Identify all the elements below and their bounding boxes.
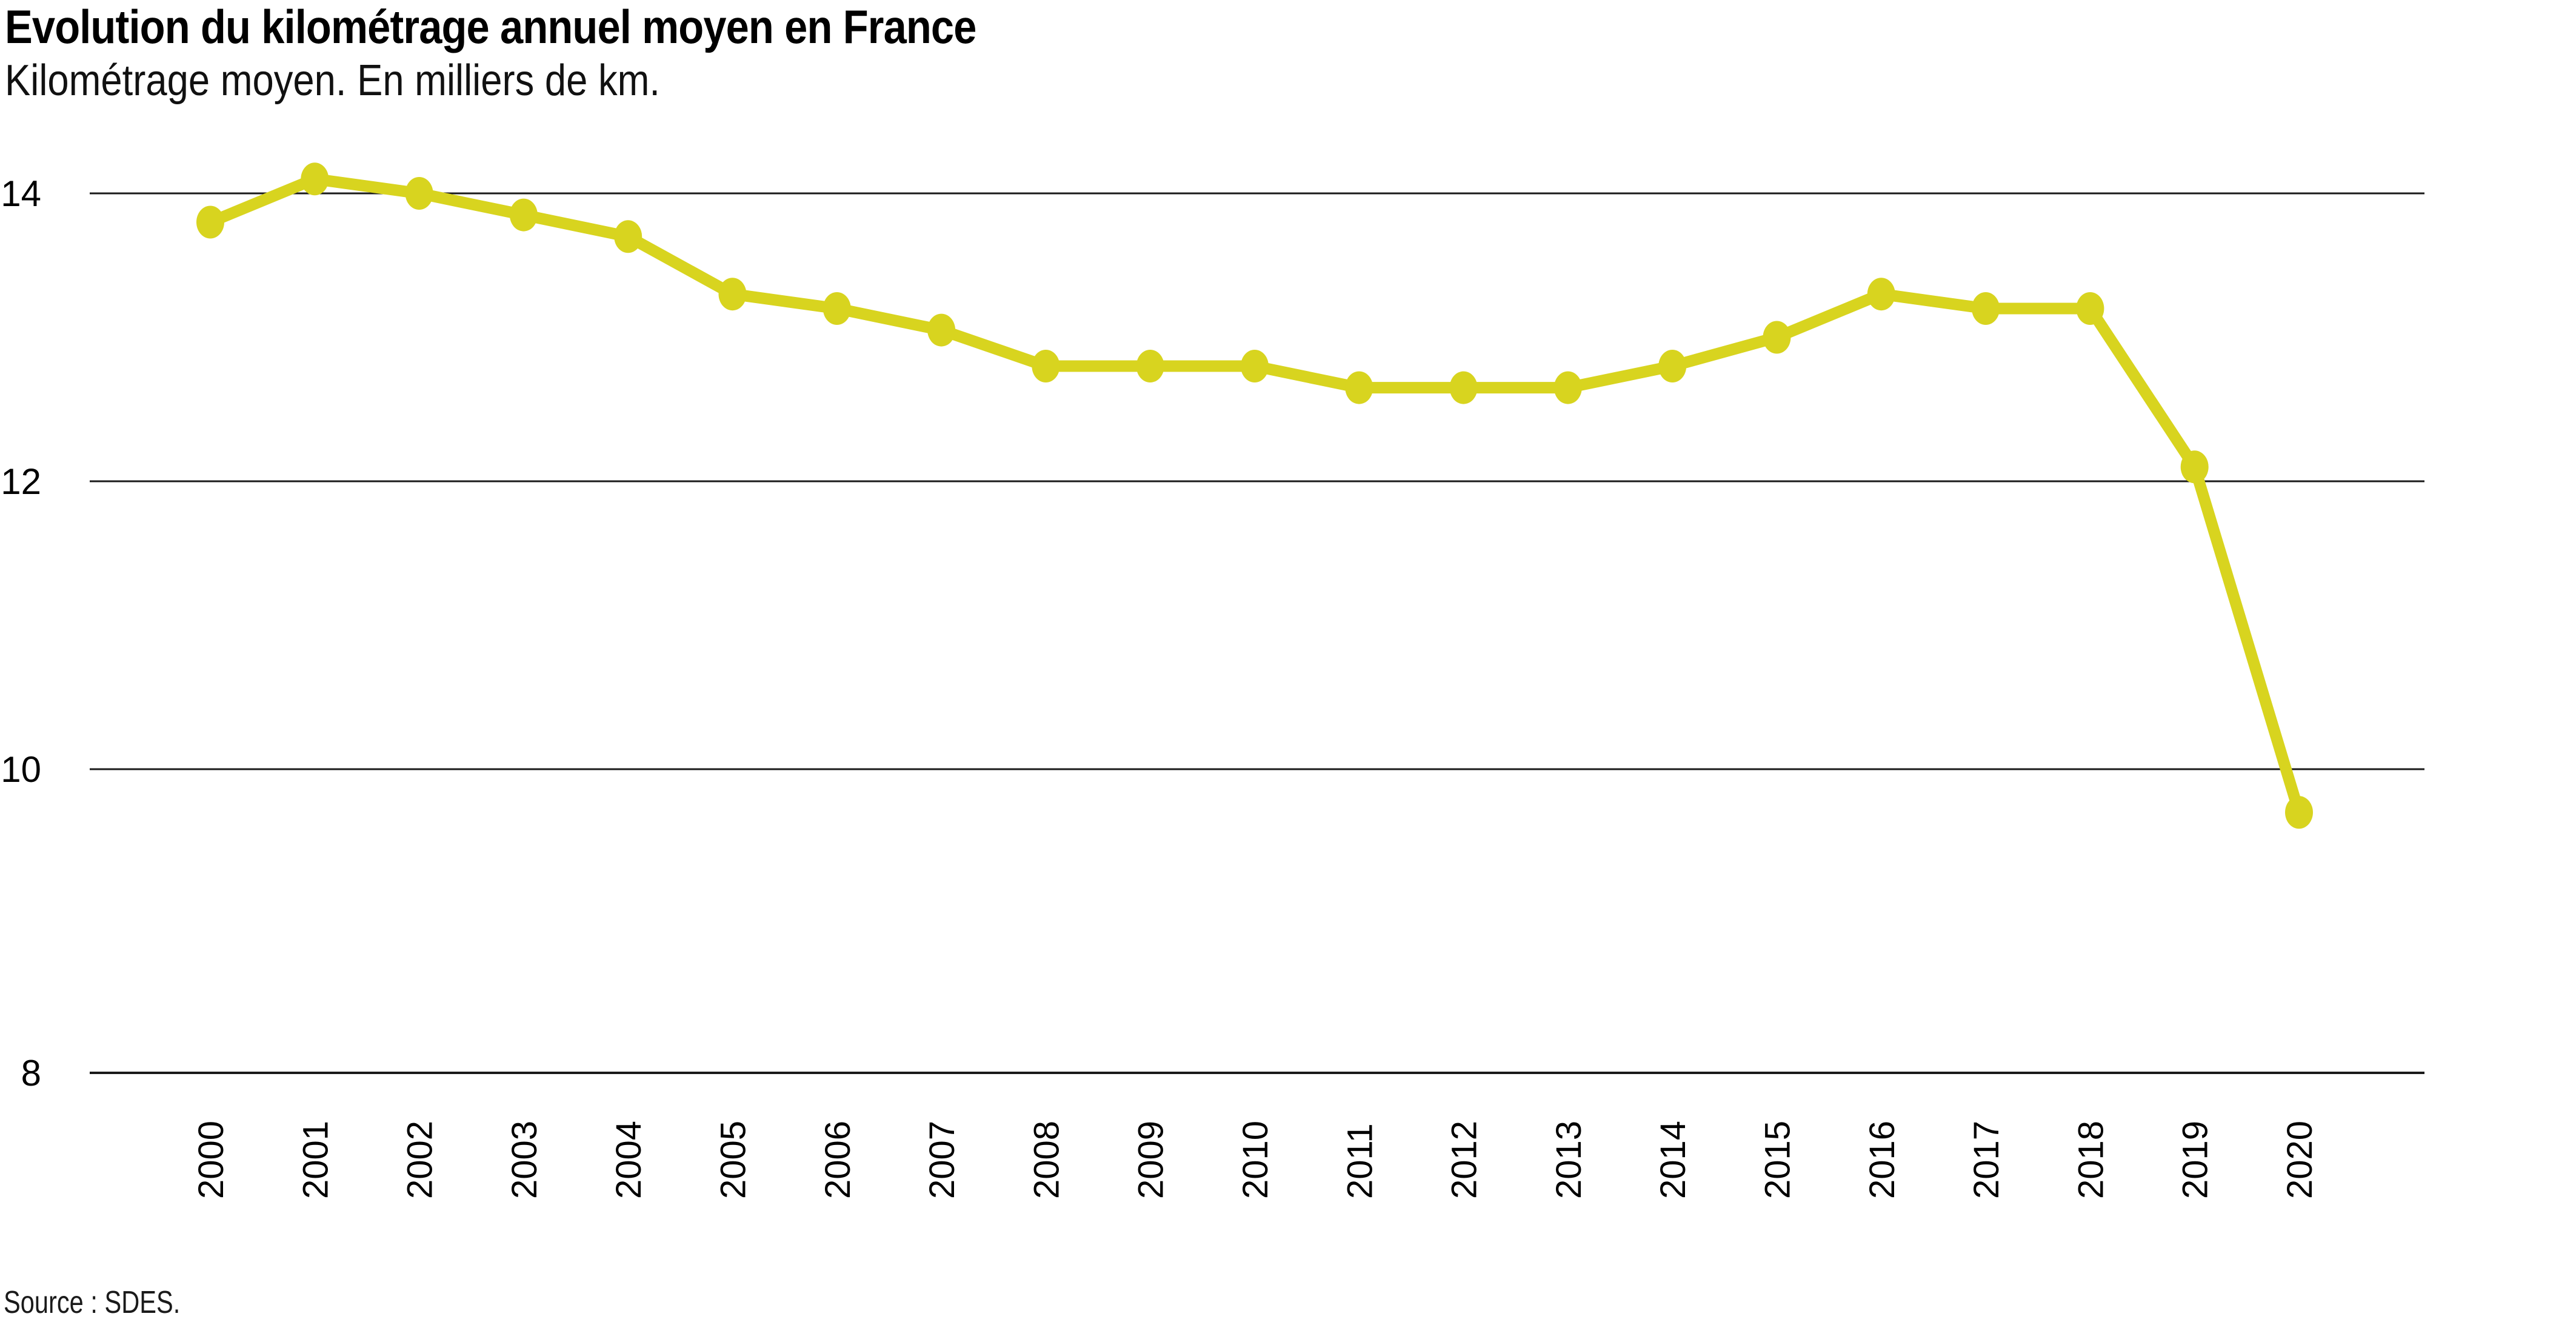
data-point-2005 (718, 278, 747, 311)
x-axis-year-label: 2002 (401, 1121, 440, 1199)
x-axis-year-label: 2012 (1445, 1121, 1484, 1199)
y-axis-tick-label: 8 (21, 1053, 41, 1093)
data-point-2004 (614, 220, 642, 253)
x-axis-year-label: 2000 (192, 1121, 231, 1199)
data-point-2001 (301, 162, 329, 196)
data-point-2003 (509, 198, 538, 232)
data-point-2008 (1032, 350, 1060, 382)
chart-title: Evolution du kilométrage annuel moyen en… (5, 0, 976, 53)
x-axis-year-label: 2006 (818, 1121, 858, 1199)
x-axis-year-label: 2020 (2280, 1121, 2320, 1199)
data-line (204, 173, 2305, 818)
data-point-2012 (1449, 371, 1478, 404)
x-axis-year-label: 2009 (1132, 1121, 1171, 1199)
data-point-2020 (2285, 796, 2313, 829)
data-point-2011 (1345, 371, 1373, 404)
x-axis-year-label: 2011 (1340, 1123, 1380, 1199)
data-point-2015 (1763, 321, 1791, 354)
y-axis-tick-label: 14 (1, 173, 41, 214)
x-axis-year-label: 2007 (923, 1121, 962, 1199)
data-point-2002 (405, 177, 433, 210)
data-point-2017 (1972, 292, 2000, 325)
x-axis-year-label: 2017 (1967, 1121, 2006, 1199)
data-point-2014 (1658, 350, 1687, 382)
data-point-2018 (2076, 292, 2104, 325)
chart-subtitle: Kilométrage moyen. En milliers de km. (5, 56, 661, 105)
x-axis-year-label: 2018 (2071, 1121, 2111, 1199)
y-axis-tick-label: 10 (1, 749, 41, 790)
x-axis-year-label: 2015 (1758, 1121, 1798, 1199)
x-axis-year-label: 2001 (296, 1121, 335, 1199)
x-axis-year-label: 2003 (505, 1121, 544, 1199)
data-point-2010 (1241, 350, 1269, 382)
x-axis-year-label: 2019 (2176, 1121, 2215, 1199)
x-axis-year-label: 2013 (1549, 1121, 1589, 1199)
x-axis-year-label: 2004 (609, 1121, 649, 1199)
x-axis-year-label: 2005 (714, 1121, 753, 1199)
data-point-2007 (927, 313, 956, 347)
x-axis-year-label: 2014 (1653, 1121, 1693, 1199)
y-axis-tick-label: 12 (1, 461, 41, 502)
x-axis-year-label: 2016 (1863, 1121, 1902, 1199)
data-point-2006 (823, 292, 851, 325)
x-axis-year-label: 2010 (1236, 1121, 1275, 1199)
data-point-2016 (1867, 278, 1895, 311)
data-point-2009 (1136, 350, 1164, 382)
source-label: Source : SDES. (4, 1284, 181, 1320)
x-axis-year-label: 2008 (1027, 1121, 1066, 1199)
data-point-2000 (196, 205, 224, 239)
data-point-2019 (2180, 450, 2209, 484)
data-point-2013 (1553, 371, 1582, 404)
